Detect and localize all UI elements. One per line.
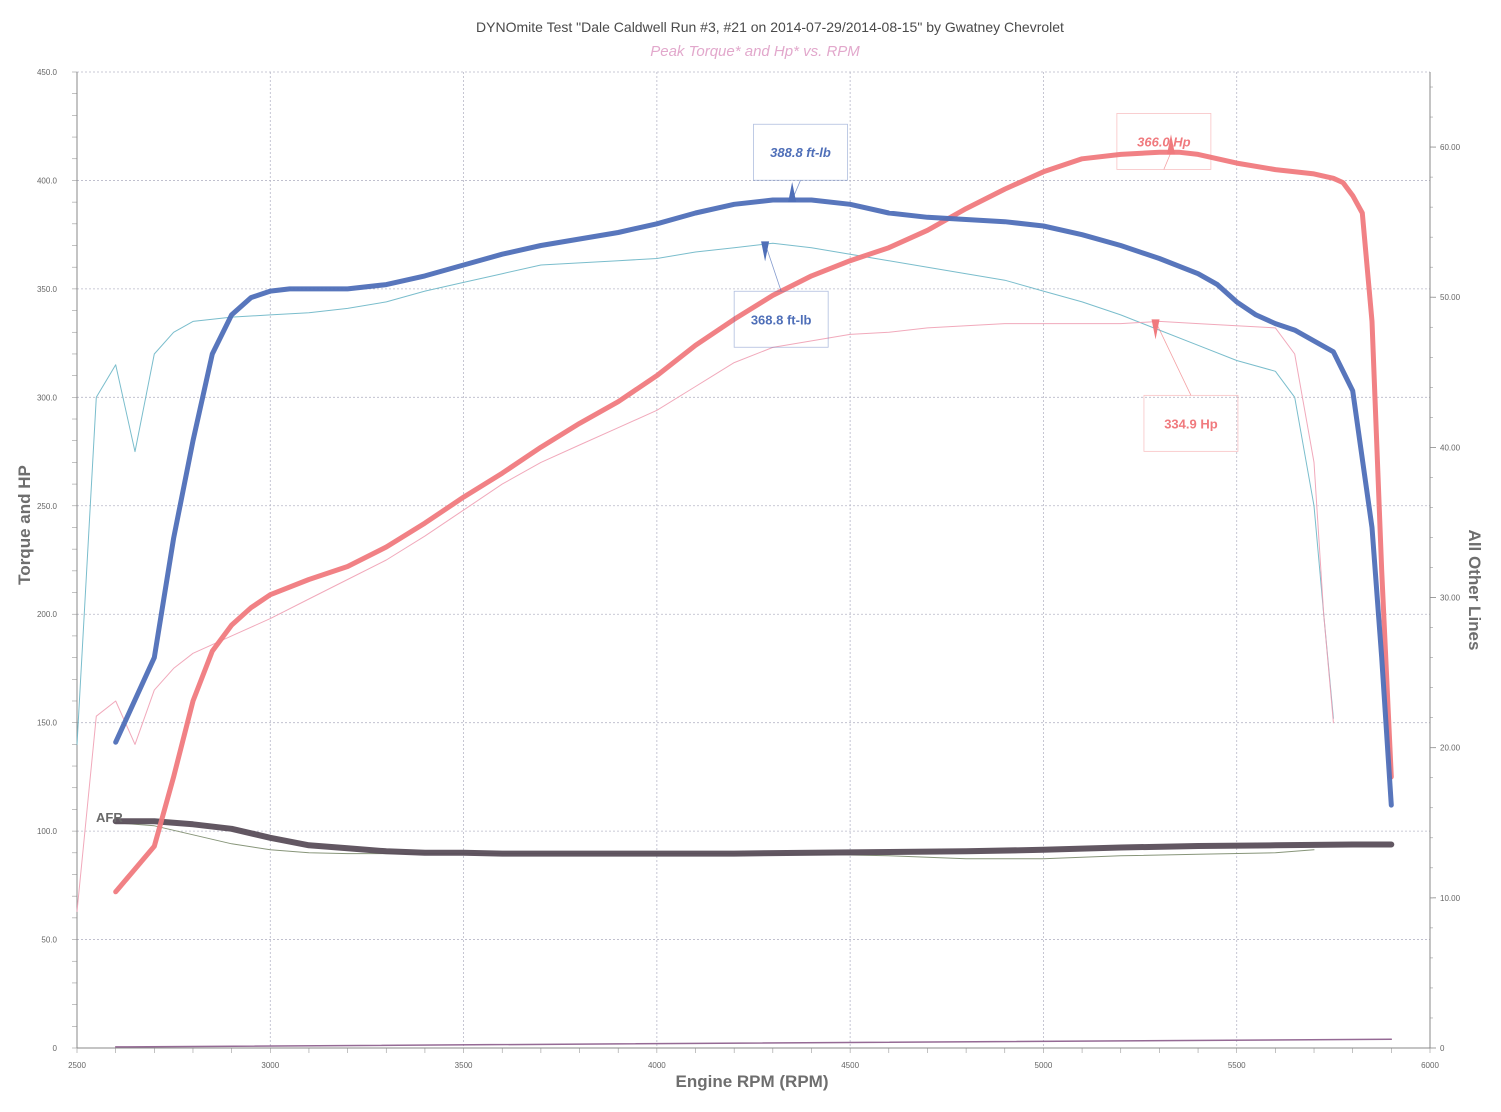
series-line-afr [112,818,1395,857]
y-tick-label: 200.0 [37,610,58,619]
x-tick-label: 5000 [1035,1061,1053,1070]
series-lines [76,149,1395,1048]
tick-labels: 2500 3000 3500 4000 4500 5000 5500 6000050.0100… [37,68,1461,1070]
x-tick-label: 3500 [455,1061,473,1070]
annotation-leader [1163,152,1172,170]
y2-axis-label: All Other Lines [1465,530,1484,651]
annotations: 388.8 ft-lb 368.8 ft-lb 366.0 Hp 334.9 Hp [733,113,1239,452]
x-axis-label: Engine RPM (RPM) [676,1072,829,1091]
series-line-hp [113,149,1394,895]
x-tick-label: 4500 [841,1061,859,1070]
series-line-hp_thin [76,320,1334,912]
series-line-torque [113,197,1394,808]
y2-tick-label: 0 [1440,1044,1445,1053]
annotation-box [733,290,829,348]
annotation-leader [1155,321,1192,396]
axes [72,71,1436,1053]
annotation-box [1116,113,1212,170]
y-tick-label: 100.0 [37,827,58,836]
annotation-marker [1151,319,1160,340]
y-tick-label: 0 [53,1044,58,1053]
y2-tick-label: 10.00 [1440,894,1461,903]
y2-tick-label: 30.00 [1440,594,1461,603]
chart-title: DYNOmite Test "Dale Caldwell Run #3, #21… [476,19,1064,35]
x-tick-label: 2500 [68,1061,86,1070]
series-line-torque_thin [76,242,1334,745]
x-tick-label: 3000 [261,1061,279,1070]
annotation-label: 388.8 ft-lb [770,145,831,160]
y-tick-label: 250.0 [37,502,58,511]
annotation-leader [764,243,782,292]
x-tick-label: 4000 [648,1061,666,1070]
afr-label: AFR [96,810,123,825]
y-tick-label: 400.0 [37,176,58,185]
y-tick-label: 350.0 [37,285,58,294]
annotation-box [1143,394,1239,452]
y-tick-label: 150.0 [37,719,58,728]
annotation-label: 334.9 Hp [1164,416,1218,431]
annotation-label: 366.0 Hp [1137,134,1191,149]
x-tick-label: 5500 [1228,1061,1246,1070]
y-axis-label: Torque and HP [15,465,34,585]
grid [76,71,1431,1049]
annotation-marker [1166,134,1175,155]
x-tick-label: 6000 [1421,1061,1439,1070]
annotation-marker [761,241,770,262]
chart-subtitle: Peak Torque* and Hp* vs. RPM [650,43,860,60]
y2-tick-label: 60.00 [1440,143,1461,152]
series-line-baseline [114,1038,1393,1048]
annotation-marker [788,181,797,202]
y-tick-label: 50.0 [41,936,57,945]
annotation-label: 368.8 ft-lb [751,312,812,327]
y2-tick-label: 40.00 [1440,443,1461,452]
annotation-box [753,123,848,181]
y-tick-label: 300.0 [37,393,58,402]
y2-tick-label: 50.00 [1440,293,1461,302]
y-tick-label: 450.0 [37,68,58,77]
y2-tick-label: 20.00 [1440,744,1461,753]
